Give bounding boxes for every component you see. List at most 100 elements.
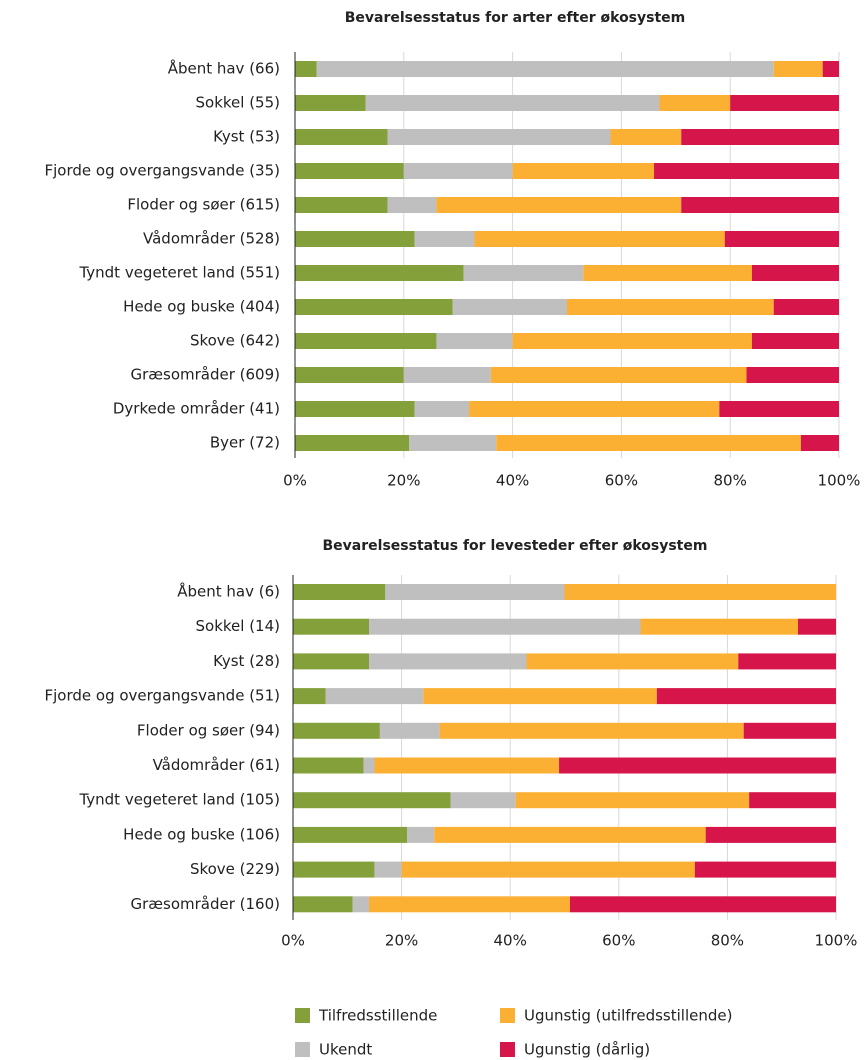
bar-segment bbox=[512, 163, 655, 179]
chart-title: Bevarelsesstatus for arter efter økosyst… bbox=[345, 10, 686, 26]
y-tick-label: Dyrkede områder (41) bbox=[113, 400, 280, 418]
bar-segment bbox=[409, 435, 497, 451]
bar-segment bbox=[293, 584, 386, 600]
y-tick-label: Åbent hav (6) bbox=[177, 582, 280, 601]
bar-segment bbox=[414, 401, 470, 417]
bar-segment bbox=[474, 231, 725, 247]
x-tick-label: 0% bbox=[283, 472, 307, 490]
y-tick-label: Kyst (53) bbox=[213, 128, 280, 146]
legend-swatch bbox=[295, 1008, 310, 1023]
bar-segment bbox=[295, 401, 415, 417]
y-tick-label: Sokkel (14) bbox=[196, 617, 281, 635]
bar-segment bbox=[654, 163, 839, 179]
bar-segment bbox=[610, 129, 682, 145]
bar-segment bbox=[295, 197, 388, 213]
bar-segment bbox=[496, 435, 801, 451]
bar-segment bbox=[738, 653, 836, 670]
bar-segment bbox=[293, 792, 451, 809]
y-tick-label: Vådområder (528) bbox=[143, 230, 280, 248]
bar-segment bbox=[403, 367, 491, 383]
bar-segment bbox=[681, 129, 839, 145]
bar-segment bbox=[316, 61, 774, 77]
x-tick-label: 40% bbox=[494, 932, 527, 950]
bar-segment bbox=[295, 95, 366, 111]
bar-segment bbox=[751, 333, 839, 349]
y-tick-label: Åbent hav (66) bbox=[168, 59, 280, 78]
legend-label: Ukendt bbox=[319, 1041, 372, 1059]
bar-segment bbox=[293, 861, 375, 878]
x-tick-label: 100% bbox=[815, 932, 858, 950]
x-tick-label: 60% bbox=[602, 932, 635, 950]
bar-segment bbox=[295, 61, 317, 77]
bar-segment bbox=[369, 618, 641, 635]
x-tick-label: 20% bbox=[387, 472, 420, 490]
bar-segment bbox=[526, 653, 739, 670]
bar-segment bbox=[293, 688, 326, 705]
bar-segment bbox=[567, 299, 774, 315]
bar-segment bbox=[746, 367, 839, 383]
bar-segment bbox=[751, 265, 839, 281]
bar-segment bbox=[569, 896, 836, 913]
bar-segment bbox=[749, 792, 836, 809]
bar-segment bbox=[293, 722, 380, 739]
bar-segment bbox=[559, 757, 836, 774]
y-tick-label: Græsområder (160) bbox=[130, 895, 280, 913]
x-tick-label: 40% bbox=[496, 472, 529, 490]
legend-swatch bbox=[500, 1008, 515, 1023]
legend-swatch bbox=[295, 1042, 310, 1057]
y-tick-label: Floder og søer (94) bbox=[137, 721, 280, 739]
bar-segment bbox=[403, 163, 513, 179]
y-tick-label: Skove (229) bbox=[190, 860, 280, 878]
bar-segment bbox=[463, 265, 584, 281]
bar-segment bbox=[469, 401, 720, 417]
bar-segment bbox=[452, 299, 567, 315]
bar-segment bbox=[724, 231, 839, 247]
y-tick-label: Fjorde og overgangsvande (51) bbox=[45, 687, 281, 705]
bar-segment bbox=[583, 265, 752, 281]
bar-segment bbox=[293, 653, 370, 670]
y-tick-label: Sokkel (55) bbox=[196, 94, 281, 112]
bar-segment bbox=[450, 792, 516, 809]
bar-segment bbox=[295, 163, 404, 179]
bar-segment bbox=[730, 95, 839, 111]
x-tick-label: 60% bbox=[605, 472, 638, 490]
bar-segment bbox=[293, 757, 364, 774]
bar-segment bbox=[800, 435, 839, 451]
bar-segment bbox=[640, 618, 798, 635]
bar-segment bbox=[325, 688, 424, 705]
bar-segment bbox=[295, 299, 453, 315]
bar-segment bbox=[773, 299, 839, 315]
y-tick-label: Hede og buske (106) bbox=[123, 825, 280, 843]
x-tick-label: 80% bbox=[711, 932, 744, 950]
bar-segment bbox=[439, 722, 744, 739]
bar-segment bbox=[295, 333, 437, 349]
bar-segment bbox=[295, 367, 404, 383]
bar-segment bbox=[379, 722, 440, 739]
bar-segment bbox=[293, 896, 353, 913]
bar-segment bbox=[401, 861, 695, 878]
bar-segment bbox=[387, 129, 611, 145]
bar-segment bbox=[295, 129, 388, 145]
chart-title: Bevarelsesstatus for levesteder efter øk… bbox=[323, 538, 708, 554]
bar-segment bbox=[369, 653, 527, 670]
bar-segment bbox=[797, 618, 836, 635]
y-tick-label: Byer (72) bbox=[210, 434, 280, 452]
bar-segment bbox=[295, 435, 410, 451]
legend-swatch bbox=[500, 1042, 515, 1057]
bar-segment bbox=[387, 197, 437, 213]
bar-segment bbox=[564, 584, 836, 600]
x-tick-label: 20% bbox=[385, 932, 418, 950]
bar-segment bbox=[822, 61, 839, 77]
bar-segment bbox=[365, 95, 660, 111]
y-tick-label: Hede og buske (404) bbox=[123, 298, 280, 316]
bar-segment bbox=[436, 333, 513, 349]
bar-segment bbox=[490, 367, 747, 383]
bar-segment bbox=[293, 826, 408, 843]
bar-segment bbox=[436, 197, 682, 213]
bar-segment bbox=[423, 688, 657, 705]
bar-segment bbox=[656, 688, 836, 705]
legend-label: Ugunstig (utilfredsstillende) bbox=[524, 1007, 732, 1025]
y-tick-label: Floder og søer (615) bbox=[127, 196, 280, 214]
bar-segment bbox=[659, 95, 731, 111]
x-tick-label: 100% bbox=[818, 472, 861, 490]
